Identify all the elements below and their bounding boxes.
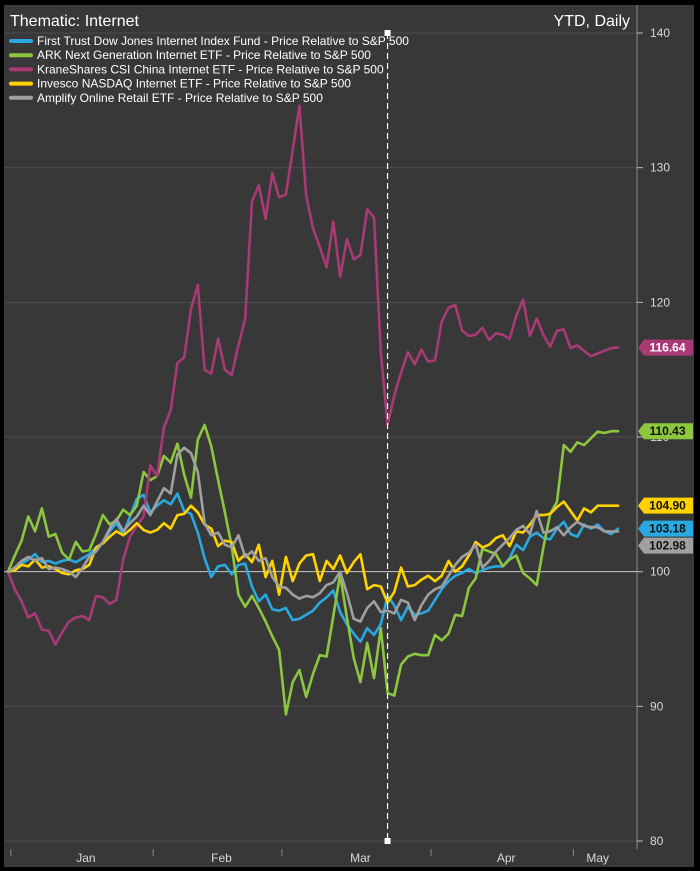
- vertical-grid-layer: [10, 849, 574, 856]
- legend-entry-1: ARK Next Generation Internet ETF - Price…: [37, 48, 371, 62]
- chart-subtitle: YTD, Daily: [554, 13, 630, 30]
- series-line-2: [6, 104, 620, 646]
- marker-layer: [384, 30, 391, 844]
- series-line-1: [6, 423, 620, 716]
- legend-entry-4: Amplify Online Retail ETF - Price Relati…: [37, 91, 323, 105]
- y-tick-label-80: 80: [650, 834, 664, 848]
- legend-entry-3: Invesco NASDAQ Internet ETF - Price Rela…: [37, 77, 351, 91]
- x-tick-label-May: May: [586, 851, 609, 865]
- x-tick-label-Jan: Jan: [76, 851, 95, 865]
- marker-handle-bottom: [384, 838, 391, 844]
- end-label-value-0: 103.18: [649, 522, 686, 536]
- y-tick-label-130: 130: [650, 161, 670, 175]
- end-label-tag-1: [638, 423, 693, 440]
- end-label-tag-2: [638, 339, 693, 356]
- series-line-4: [6, 446, 620, 623]
- end-label-value-1: 110.43: [649, 424, 685, 438]
- x-tick-layer: Jan Feb Mar Apr May: [76, 851, 609, 865]
- series-layer: [6, 104, 620, 716]
- legend-entry-2: KraneShares CSI China Internet ETF - Pri…: [37, 62, 384, 76]
- plot-area: [4, 5, 637, 849]
- end-label-tag-3: [638, 497, 693, 514]
- xaxis-area: [4, 849, 694, 867]
- end-label-tag-4: [638, 537, 693, 554]
- x-tick-label-Apr: Apr: [497, 851, 516, 865]
- chart-title: Thematic: Internet: [10, 13, 140, 30]
- end-label-value-2: 116.64: [649, 341, 685, 355]
- end-label-value-4: 102.98: [649, 539, 686, 553]
- legend-entry-0: First Trust Dow Jones Internet Index Fun…: [37, 34, 409, 48]
- y-tick-label-140: 140: [650, 26, 670, 40]
- legend: First Trust Dow Jones Internet Index Fun…: [9, 34, 409, 105]
- x-tick-label-Mar: Mar: [350, 851, 371, 865]
- end-label-value-3: 104.90: [649, 499, 686, 513]
- marker-handle-top: [384, 30, 391, 36]
- y-tick-label-90: 90: [650, 699, 664, 713]
- x-tick-label-Feb: Feb: [211, 851, 232, 865]
- end-label-layer: 103.18 110.43 116.64 104.90 102.98: [638, 339, 693, 554]
- y-tick-label-120: 120: [650, 295, 670, 309]
- end-label-tag-0: [638, 520, 693, 537]
- y-tick-label-100: 100: [650, 565, 670, 579]
- grid-layer: [4, 5, 638, 849]
